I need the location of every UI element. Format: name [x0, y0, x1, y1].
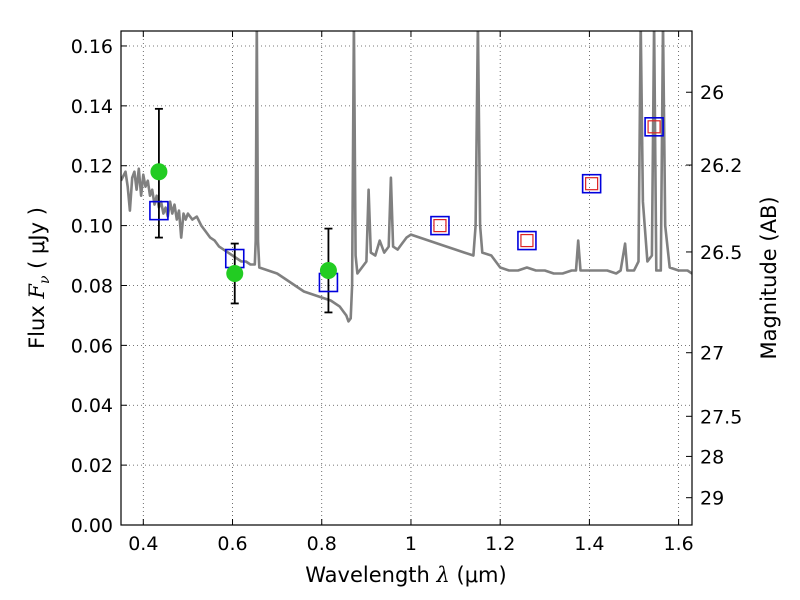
- y-tick-label: 0.08: [71, 275, 113, 297]
- right-tick-label: 26: [700, 82, 724, 104]
- y-tick-label: 0.04: [71, 395, 113, 417]
- model-band-square: [517, 230, 537, 251]
- x-tick-label: 0.4: [128, 533, 158, 555]
- x-tick-label: 0.8: [307, 533, 337, 555]
- model-band-square: [430, 215, 450, 236]
- right-tick-label: 26.5: [700, 242, 742, 264]
- axis-ticks: 0.4 0.6 0.8 1 1.2 1.4 1.6 0.00 0.02 0.04 0.06 0.08 0…: [71, 31, 742, 555]
- y-tick-label: 0.10: [71, 216, 113, 238]
- inner-band-square: [647, 120, 661, 134]
- x-tick-label: 1.4: [574, 533, 604, 555]
- plot-area: [121, 31, 692, 323]
- right-tick-label: 27: [700, 343, 724, 365]
- observed-point: [150, 163, 168, 181]
- right-axis-label: Magnitude (AB): [757, 196, 781, 359]
- observed-point: [319, 262, 337, 280]
- inner-band-square: [585, 177, 599, 191]
- plot-frame: [120, 30, 693, 526]
- y-tick-label: 0.14: [71, 96, 113, 118]
- x-axis-label: Wavelength λ (μm): [305, 563, 506, 587]
- model-band-square: [149, 200, 169, 221]
- inner-band-square: [433, 219, 447, 233]
- y-tick-label: 0.02: [71, 455, 113, 477]
- y-tick-label: 0.06: [71, 335, 113, 357]
- model-sed-line: [121, 31, 692, 323]
- y-tick-label: 0.16: [71, 36, 113, 58]
- x-tick-label: 1.6: [664, 533, 694, 555]
- y-tick-label: 0.12: [71, 156, 113, 178]
- right-tick-label: 26.2: [700, 155, 742, 177]
- model-band-square: [644, 117, 664, 137]
- right-tick-label: 28: [700, 446, 724, 468]
- y-axis-label: Flux Fν ( μJy ): [25, 207, 53, 349]
- x-tick-label: 0.6: [217, 533, 247, 555]
- y-tick-label: 0.00: [71, 515, 113, 537]
- x-tick-label: 1.2: [485, 533, 515, 555]
- x-tick-label: 1: [405, 533, 417, 555]
- inner-band-square: [520, 233, 534, 248]
- right-tick-label: 27.5: [700, 406, 742, 428]
- right-tick-label: 29: [700, 488, 724, 510]
- observed-point: [226, 265, 244, 283]
- model-band-square: [581, 173, 602, 194]
